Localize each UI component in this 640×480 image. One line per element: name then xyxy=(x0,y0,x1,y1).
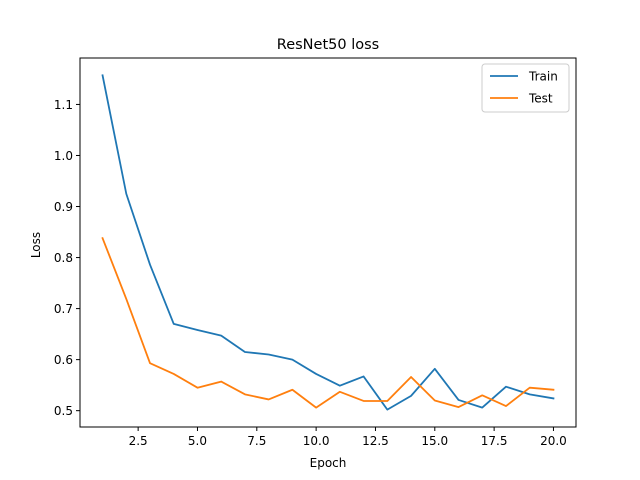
plot-frame xyxy=(79,57,577,428)
x-tick-label: 20.0 xyxy=(540,434,567,448)
y-tick-label: 1.1 xyxy=(54,98,73,112)
x-tick-label: 15.0 xyxy=(421,434,448,448)
series-layer xyxy=(101,74,555,411)
x-tick-label: 12.5 xyxy=(362,434,389,448)
legend-label-test: Test xyxy=(528,92,553,106)
series-line-test xyxy=(101,236,555,409)
x-tick-label: 5.0 xyxy=(188,434,207,448)
x-axis-label: Epoch xyxy=(310,456,347,470)
y-tick-label: 0.7 xyxy=(54,302,73,316)
axes-layer: 2.5 5.0 7.5 10.0 12.5 15.0 17.5 20.0 0.5 0.6 0.7 0.… xyxy=(54,57,577,448)
y-tick-label: 0.6 xyxy=(54,353,73,367)
x-tick-label: 17.5 xyxy=(481,434,508,448)
legend-label-train: Train xyxy=(528,70,558,84)
y-axis-label: Loss xyxy=(29,232,43,258)
x-tick-label: 2.5 xyxy=(129,434,148,448)
y-tick-label: 0.5 xyxy=(54,404,73,418)
x-tick-label: 10.0 xyxy=(303,434,330,448)
legend: Train Test xyxy=(481,63,570,113)
y-tick-label: 1.0 xyxy=(54,149,73,163)
series-line-train xyxy=(101,74,555,411)
x-tick-label: 7.5 xyxy=(247,434,266,448)
chart-title: ResNet50 loss xyxy=(277,37,379,53)
y-tick-label: 0.9 xyxy=(54,200,73,214)
y-tick-label: 0.8 xyxy=(54,251,73,265)
